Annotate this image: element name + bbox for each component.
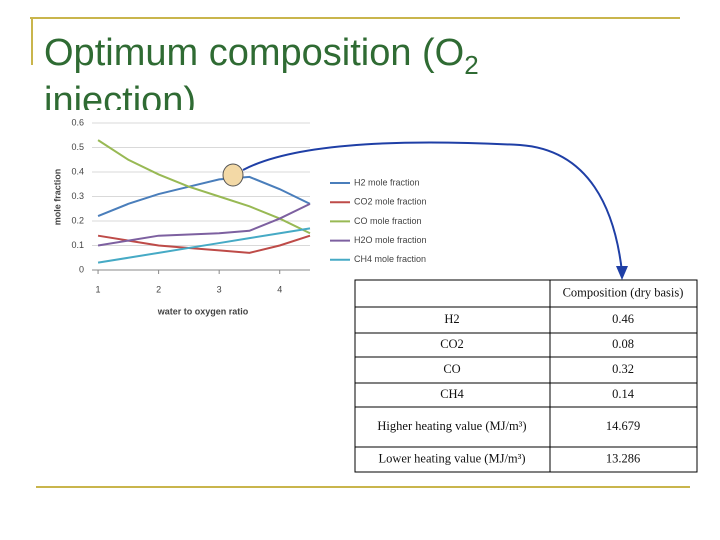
x-tick-label: 2 [156,284,161,294]
row-label: CH4 [440,387,464,401]
y-axis-label: mole fraction [52,169,62,226]
series-line [97,202,311,247]
legend-label: CO2 mole fraction [354,197,427,207]
cell-value: 0.14 [612,387,635,401]
cell-value: 0.32 [612,362,634,376]
y-tick-label: 0.1 [71,240,84,250]
legend-label: CH4 mole fraction [354,254,426,264]
x-tick-label: 4 [277,284,282,294]
series-line [97,234,311,254]
y-tick-label: 0 [79,264,84,274]
title-text: Optimum composition (O [44,32,464,74]
row-label: Lower heating value (MJ/m³) [378,451,525,465]
highlight [222,163,244,187]
legend-label: H2 mole fraction [354,177,420,187]
row-label: CO2 [440,337,464,351]
y-tick-label: 0.2 [71,215,84,225]
legend-label: CO mole fraction [354,216,422,226]
cell-value: 13.286 [606,451,640,465]
row-label: H2 [444,312,459,326]
x-tick-label: 1 [96,284,101,294]
cell-value: 14.679 [606,419,640,433]
chart: 0 0.1 0.2 0.3 0.4 0.5 0.6 1 2 3 4 water to oxygen r… [52,117,426,316]
cell-value: 0.08 [612,337,634,351]
y-tick-label: 0.4 [71,166,84,176]
series-line [97,227,311,264]
table-border [354,279,698,473]
arrow [242,141,623,273]
table: Composition (dry basis) H2 0.46 CO2 0.08 CO 0.… [354,279,698,473]
series-line [97,139,311,235]
series-line [97,175,311,218]
title: Optimum composition (O2 [44,32,479,80]
row-label: CO [443,362,460,376]
table-header: Composition (dry basis) [563,285,684,299]
y-tick-label: 0.5 [71,142,84,152]
x-axis-label: water to oxygen ratio [157,306,249,316]
legend-label: H2O mole fraction [354,235,427,245]
cell-value: 0.46 [612,312,634,326]
title-subscript: 2 [464,50,478,80]
row-label: Higher heating value (MJ/m³) [377,419,526,433]
y-tick-label: 0.3 [71,191,84,201]
y-tick-label: 0.6 [71,117,84,127]
arrow-head [616,266,628,280]
x-tick-label: 3 [217,284,222,294]
